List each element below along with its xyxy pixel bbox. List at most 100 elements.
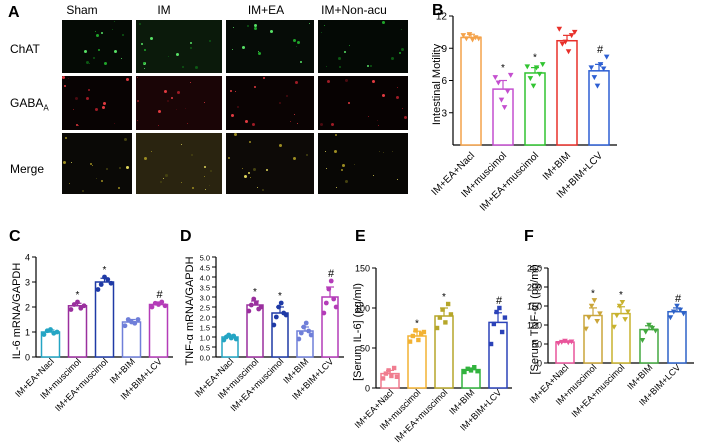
significance-marker: * (278, 291, 282, 302)
micrograph-speck (252, 123, 255, 126)
data-point (418, 331, 424, 336)
y-tick-label: 2.0 (200, 314, 210, 323)
micrograph-speck (122, 34, 124, 36)
micrograph-image (226, 76, 314, 130)
data-point (333, 304, 339, 310)
y-tick-label: 5.0 (200, 254, 210, 263)
micrograph-speck (167, 100, 169, 102)
y-tick-label: 0.0 (200, 354, 210, 363)
data-point (600, 66, 607, 72)
data-point (434, 325, 440, 331)
data-point (670, 309, 677, 315)
y-tick-label: 100 (527, 321, 542, 331)
data-point (466, 32, 473, 38)
micrograph-speck (401, 29, 402, 30)
micrograph-speck (209, 185, 210, 186)
micrograph-speck (150, 37, 153, 40)
data-point (594, 319, 600, 324)
category-label: IM+BIM (541, 150, 573, 182)
y-tick-label: 9 (441, 44, 447, 55)
data-point (498, 97, 505, 103)
micrograph-image (226, 133, 314, 194)
micrograph-speck (383, 152, 384, 153)
y-tick-label: 12 (436, 12, 448, 23)
panel-letter: E (355, 228, 366, 245)
micrograph-speck (349, 45, 350, 46)
data-point (616, 303, 623, 309)
micrograph-speck (258, 51, 259, 52)
micrograph-speck (334, 150, 337, 153)
data-point (677, 307, 684, 313)
micrograph-speck (204, 166, 206, 168)
y-tick-label: 4.5 (200, 264, 210, 273)
data-point (443, 320, 448, 325)
micrograph-column-label: IM+EA (247, 3, 285, 17)
data-point (555, 341, 562, 347)
y-tick-label: 150 (527, 302, 542, 312)
data-point (253, 300, 259, 306)
panel-letter: C (9, 228, 21, 245)
data-point (533, 65, 540, 71)
micrograph-speck (69, 183, 70, 184)
data-point (98, 282, 104, 287)
data-point (81, 303, 87, 309)
micrograph-speck (327, 80, 330, 83)
y-axis-label: [Serum TNF-α] (pg/ml) (529, 264, 541, 374)
micrograph-speck (242, 46, 245, 49)
y-tick-label: 4.0 (200, 274, 210, 283)
bar (583, 314, 603, 364)
micrograph-speck (68, 78, 69, 79)
significance-marker: # (675, 293, 682, 305)
data-point (674, 303, 680, 309)
data-point (565, 340, 572, 346)
micrograph-speck (168, 56, 169, 57)
micrograph-speck (379, 151, 380, 152)
micrograph-speck (177, 91, 180, 94)
micrograph-speck (71, 162, 72, 163)
significance-marker: * (591, 288, 595, 299)
y-axis-label: Intestinal Motility (431, 43, 443, 125)
micrograph-speck (104, 62, 107, 65)
data-point (258, 304, 264, 310)
micrograph-image (318, 133, 408, 194)
y-tick-label: 2.5 (200, 304, 210, 313)
micrograph-speck (86, 61, 89, 64)
significance-marker: * (415, 318, 419, 329)
data-point (380, 376, 386, 381)
micrograph-row-label: GABAA (10, 96, 49, 113)
micrograph-speck (64, 85, 66, 87)
micrograph-speck (296, 46, 297, 47)
micrograph-speck (331, 123, 334, 126)
micrograph-speck (88, 89, 90, 91)
micrograph-speck (263, 77, 265, 79)
micrograph-speck (321, 32, 322, 33)
micrograph-speck (391, 57, 394, 60)
micrograph-speck (382, 94, 385, 97)
micrograph-speck (309, 23, 310, 24)
micrograph-speck (297, 41, 300, 44)
data-point (445, 301, 451, 307)
data-point (469, 37, 476, 43)
data-point (298, 330, 304, 336)
micrograph-speck (181, 144, 182, 145)
micrograph-speck (190, 47, 192, 49)
data-point (326, 286, 332, 292)
micrograph-speck (204, 102, 205, 103)
micrograph-speck (250, 177, 251, 178)
data-point (502, 315, 508, 320)
data-point (283, 312, 289, 318)
bar (556, 39, 578, 146)
micrograph-speck (397, 87, 398, 88)
micrograph-speck (195, 66, 198, 69)
significance-marker: # (597, 44, 604, 56)
data-point (135, 317, 141, 322)
data-point (495, 80, 502, 86)
data-point (233, 336, 239, 342)
micrograph-speck (176, 109, 177, 110)
micrograph-speck (402, 108, 403, 109)
micrograph-speck (279, 144, 282, 147)
micrograph-speck (235, 91, 236, 92)
data-point (407, 339, 413, 344)
micrograph-speck (144, 157, 147, 160)
bar (94, 281, 115, 358)
